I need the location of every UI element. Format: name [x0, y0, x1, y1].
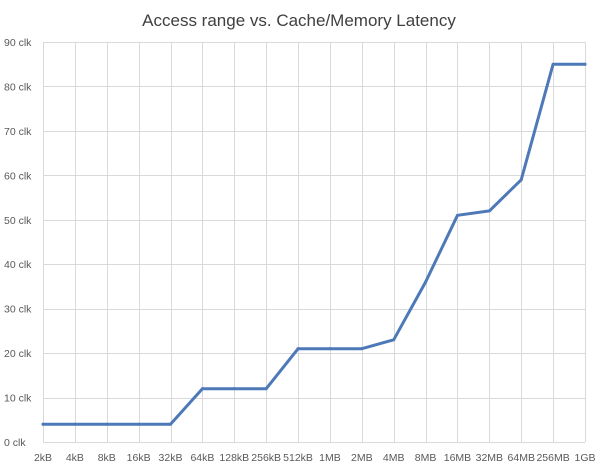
data-point: [487, 209, 491, 213]
x-tick-label: 512kB: [283, 452, 313, 464]
x-tick-label: 32kB: [159, 452, 183, 464]
x-axis-ticks: 2kB 4kB 8kB 16kB 32kB 64kB 128kB 256kB 512kB 1MB 2…: [34, 452, 596, 464]
data-point: [328, 347, 332, 351]
x-tick-label: 4MB: [383, 452, 405, 464]
x-tick-label: 16MB: [444, 452, 471, 464]
data-point: [424, 280, 428, 284]
y-tick-label: 10 clk: [4, 393, 32, 405]
y-tick-label: 0 clk: [4, 437, 26, 449]
x-tick-label: 16kB: [127, 452, 151, 464]
x-tick-label: 2MB: [351, 452, 373, 464]
y-tick-label: 40 clk: [4, 259, 32, 271]
data-point: [551, 62, 555, 66]
data-point: [41, 422, 45, 426]
data-point: [73, 422, 77, 426]
x-tick-label: 2kB: [34, 452, 52, 464]
y-tick-label: 70 clk: [4, 126, 32, 138]
x-tick-label: 4kB: [66, 452, 84, 464]
x-tick-label: 64MB: [508, 452, 535, 464]
data-point: [200, 387, 204, 391]
x-tick-label: 256kB: [251, 452, 281, 464]
y-tick-label: 90 clk: [4, 37, 32, 49]
data-point: [264, 387, 268, 391]
grid: [43, 42, 586, 443]
data-point: [519, 178, 523, 182]
x-tick-label: 32MB: [476, 452, 503, 464]
data-point: [296, 347, 300, 351]
y-tick-label: 30 clk: [4, 304, 32, 316]
x-tick-label: 128kB: [219, 452, 249, 464]
x-tick-label: 64kB: [190, 452, 214, 464]
data-point: [232, 387, 236, 391]
y-tick-label: 20 clk: [4, 348, 32, 360]
data-point: [105, 422, 109, 426]
x-tick-label: 256MB: [536, 452, 569, 464]
data-point: [169, 422, 173, 426]
series-line: [41, 62, 587, 426]
data-point: [455, 213, 459, 217]
data-point: [137, 422, 141, 426]
x-tick-label: 8kB: [98, 452, 116, 464]
series-layer: [41, 62, 587, 426]
x-tick-label: 1GB: [574, 452, 595, 464]
y-tick-label: 80 clk: [4, 81, 32, 93]
x-tick-label: 1MB: [319, 452, 341, 464]
y-tick-label: 50 clk: [4, 215, 32, 227]
y-tick-label: 60 clk: [4, 170, 32, 182]
x-tick-label: 8MB: [415, 452, 437, 464]
data-point: [583, 62, 587, 66]
data-point: [360, 347, 364, 351]
y-axis-ticks: 0 clk 10 clk 20 clk 30 clk 40 clk 50 clk 60 cl…: [4, 37, 32, 449]
data-point: [392, 338, 396, 342]
chart-title: Access range vs. Cache/Memory Latency: [142, 11, 456, 30]
